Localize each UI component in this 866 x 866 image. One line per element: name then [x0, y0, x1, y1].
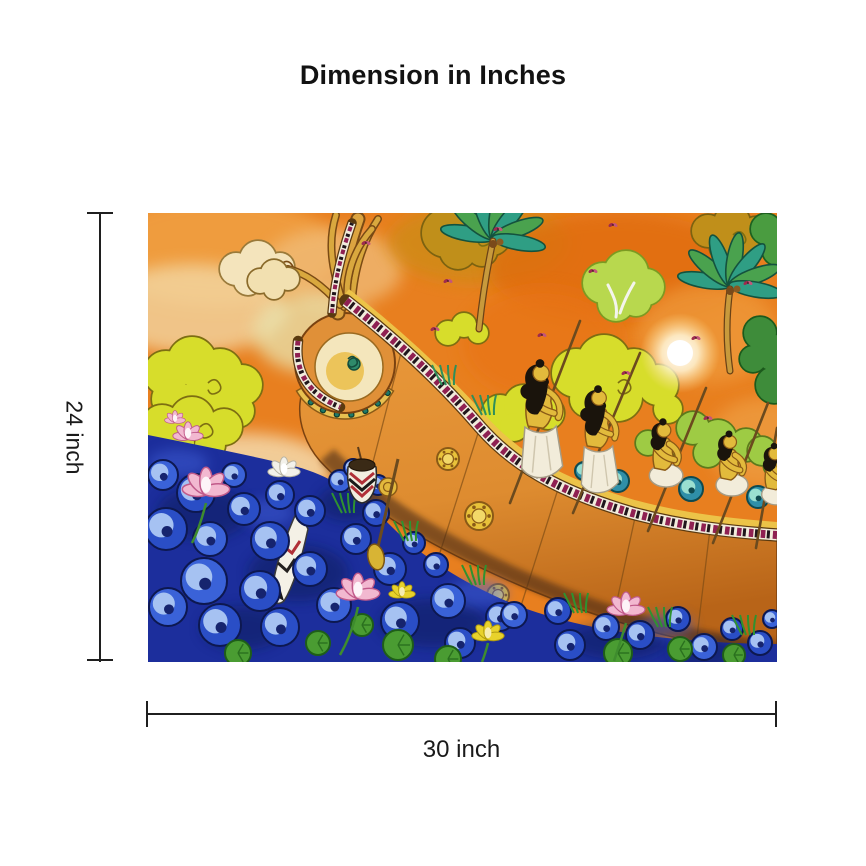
page-title: Dimension in Inches — [299, 60, 567, 90]
width-dimension-label: 30 inch — [422, 736, 501, 763]
height-dimension-label-wrap: 24 inch — [50, 213, 98, 662]
width-dimension-line — [146, 713, 777, 715]
height-dimension-label: 24 inch — [61, 400, 88, 475]
height-dimension-line — [99, 213, 101, 662]
width-dimension-cap-right — [775, 701, 777, 727]
height-dimension-cap-top — [87, 212, 113, 214]
height-dimension-cap-bottom — [87, 659, 113, 661]
kerala-mural-boat-painting — [148, 213, 777, 662]
width-dimension-cap-left — [146, 701, 148, 727]
product-artwork — [148, 213, 777, 662]
